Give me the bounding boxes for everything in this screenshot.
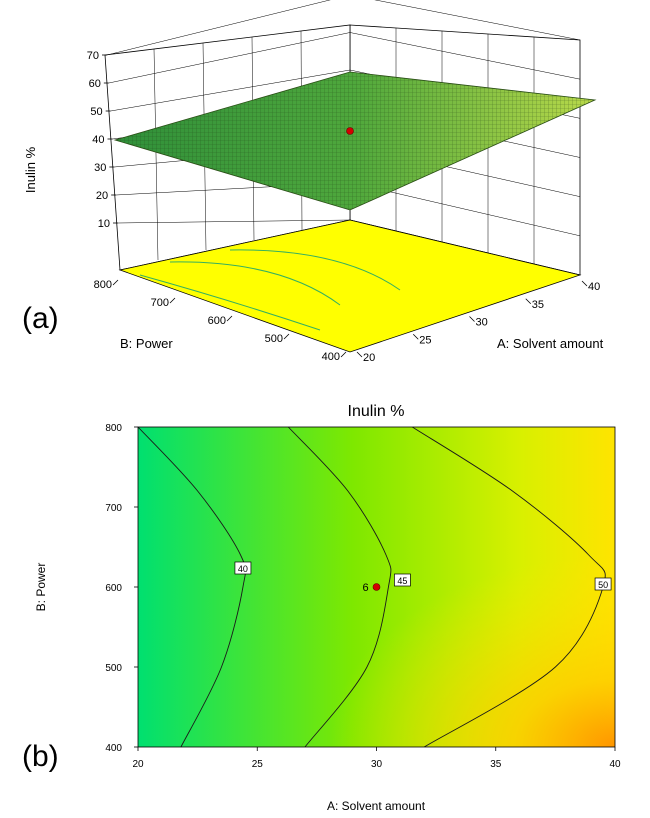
- x-tick-label: 25: [252, 759, 264, 770]
- x-axis-ticks-b: 20 25 30 35 40: [132, 747, 621, 770]
- y-tick: [112, 279, 119, 286]
- wall-gridline: [106, 0, 331, 56]
- y-tick-label: 800: [105, 423, 122, 434]
- contour-label-box: [394, 573, 411, 587]
- contour-label-box: [594, 577, 612, 591]
- x-tick-label: 40: [609, 759, 621, 770]
- y-tick-label: 500: [105, 663, 122, 674]
- x-axis-label-b: A: Solvent amount: [327, 799, 426, 813]
- y-tick-label: 500: [265, 333, 283, 345]
- x-tick-label: 20: [363, 352, 375, 364]
- z-tick-label: 60: [89, 78, 101, 90]
- z-tick-label: 20: [96, 190, 108, 202]
- panel-b-label: (b): [22, 740, 59, 773]
- y-axis-label-b: B: Power: [34, 563, 48, 612]
- y-axis-ticks: 400 500 600 700 800: [94, 279, 347, 363]
- panel-a-label: (a): [22, 302, 59, 335]
- y-tick-label: 400: [105, 743, 122, 754]
- y-tick-label: 700: [105, 503, 122, 514]
- wall-gridline: [108, 32, 351, 84]
- y-tick-label: 600: [208, 315, 226, 327]
- panel-b: Inulin % 40 45 50 6 20 25 30 35 40 400 500 600 70…: [22, 403, 621, 813]
- x-tick: [581, 280, 588, 287]
- y-tick: [226, 315, 233, 322]
- design-point-label: 6: [362, 582, 368, 594]
- x-tick-label: 40: [588, 281, 600, 293]
- z-axis-label: Inulin %: [23, 146, 38, 193]
- x-tick-label: 35: [490, 759, 502, 770]
- x-axis-ticks: 20 25 30 35 40: [356, 280, 600, 364]
- z-axis-ticks: 10 20 30 40 50 60 70: [87, 50, 118, 230]
- x-tick: [356, 351, 363, 358]
- design-point: [372, 583, 381, 591]
- wall-gridline: [110, 69, 351, 112]
- design-points: 6: [362, 582, 381, 594]
- y-tick: [283, 333, 290, 340]
- wall-gridline: [153, 48, 159, 261]
- y-tick-label: 700: [151, 297, 169, 309]
- x-tick: [525, 298, 532, 305]
- x-tick: [412, 333, 419, 340]
- z-tick-label: 40: [92, 134, 104, 146]
- x-axis-label: A: Solvent amount: [497, 336, 604, 351]
- floor-contours: [139, 249, 401, 331]
- y-tick-label: 600: [105, 583, 122, 594]
- y-axis-ticks-b: 400 500 600 700 800: [105, 423, 138, 754]
- surface-floor: [118, 219, 582, 353]
- contour-label: 50: [598, 580, 608, 590]
- contour-title: Inulin %: [348, 403, 405, 420]
- z-tick-label: 50: [90, 106, 102, 118]
- x-tick: [469, 316, 475, 322]
- contour-label: 45: [397, 576, 407, 586]
- contour-label: 40: [238, 564, 248, 574]
- center-design-point: [346, 127, 354, 135]
- y-axis-label: B: Power: [120, 336, 173, 351]
- contour-line-50: [412, 427, 606, 747]
- wall-gridline: [374, 0, 581, 41]
- x-tick-label: 35: [532, 299, 544, 311]
- contour-labels: 40 45 50: [234, 561, 612, 591]
- contour-label-box: [234, 561, 252, 575]
- wall-gridline: [117, 219, 351, 224]
- response-surface: [113, 71, 597, 211]
- x-tick-label: 20: [132, 759, 144, 770]
- contour-line-45: [287, 427, 392, 747]
- x-tick-label: 30: [371, 759, 383, 770]
- z-tick-label: 70: [87, 50, 99, 62]
- y-tick-label: 400: [322, 351, 340, 363]
- wall-gridline: [349, 32, 581, 80]
- z-tick-label: 30: [94, 162, 106, 174]
- z-tick-label: 10: [98, 218, 110, 230]
- y-tick-label: 800: [94, 279, 112, 291]
- x-tick-label: 25: [419, 334, 431, 346]
- y-tick: [169, 297, 176, 304]
- y-tick: [340, 351, 347, 358]
- x-tick-label: 30: [476, 317, 488, 329]
